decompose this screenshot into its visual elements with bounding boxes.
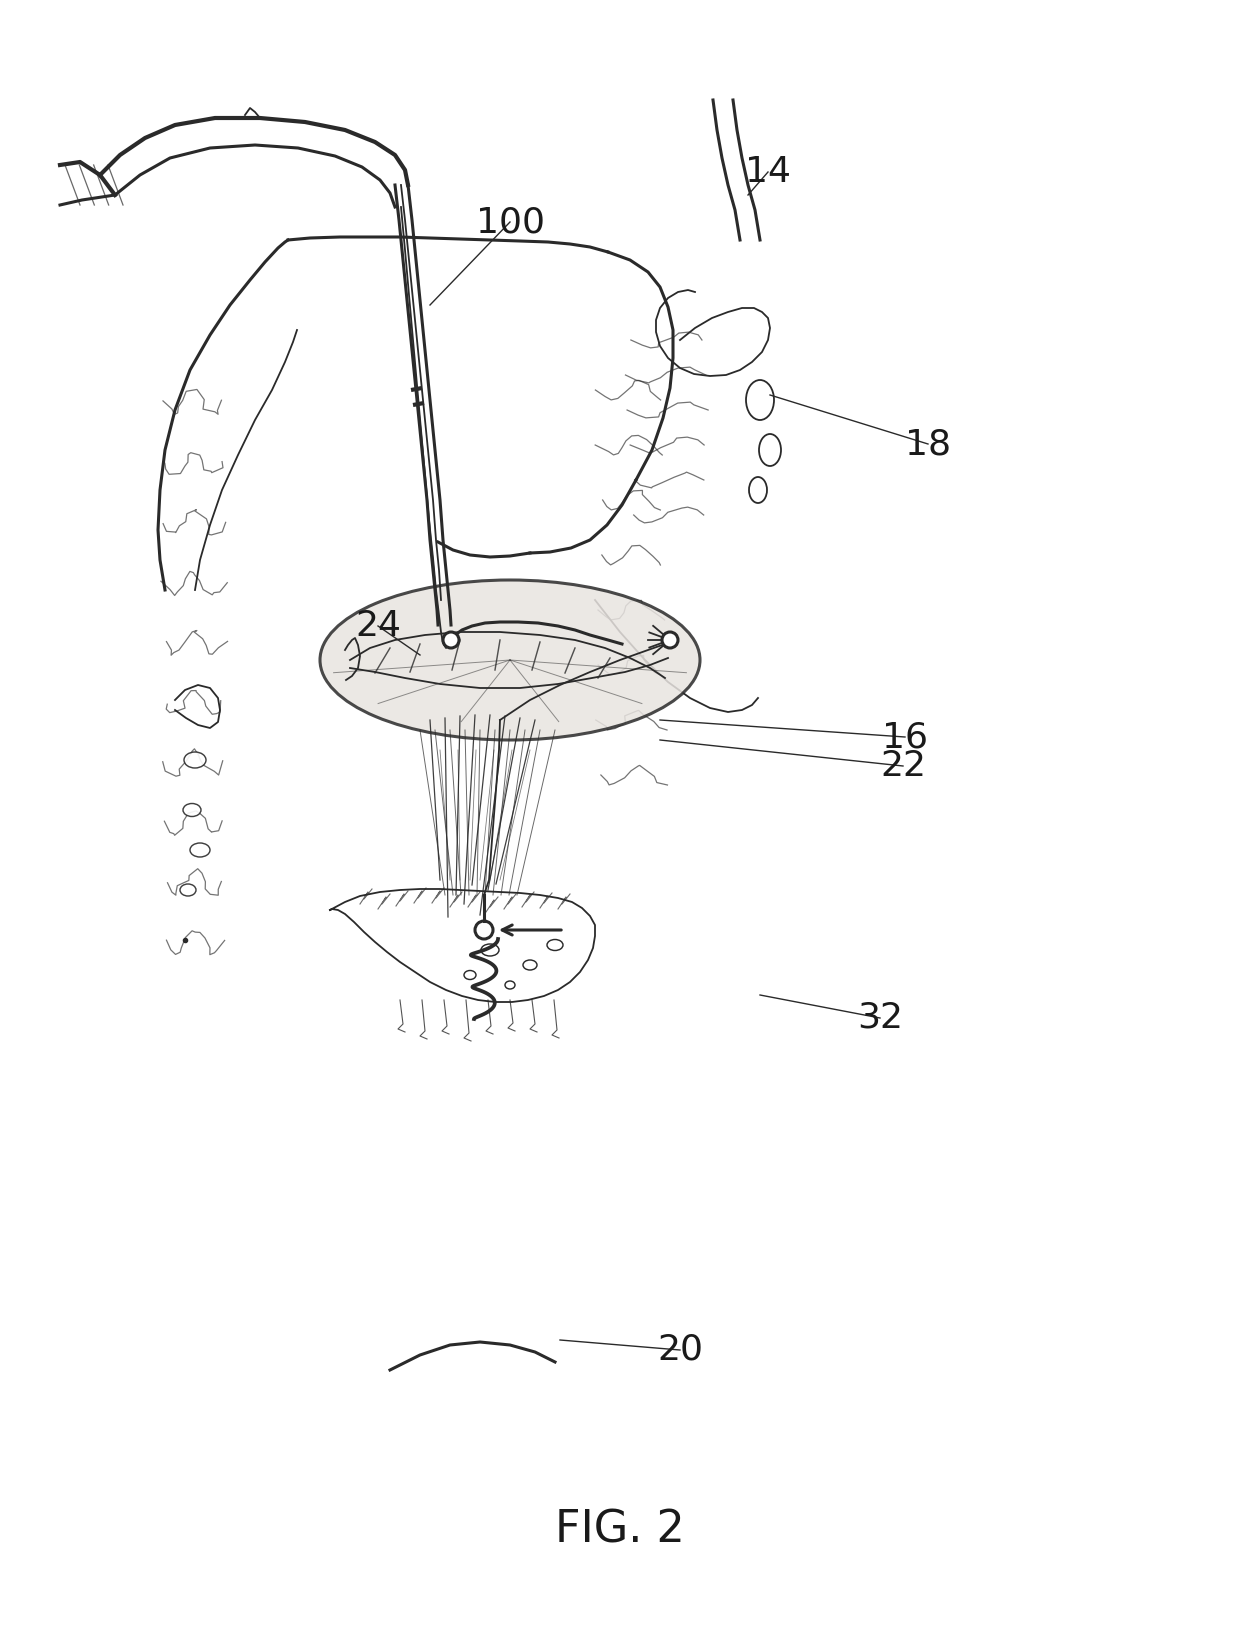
Ellipse shape [505,981,515,989]
Ellipse shape [190,843,210,858]
Text: 20: 20 [657,1333,703,1366]
Text: 14: 14 [745,155,791,189]
Text: 100: 100 [475,206,544,239]
Text: 24: 24 [355,609,401,644]
Text: 22: 22 [880,749,926,783]
Ellipse shape [749,477,768,504]
Text: 32: 32 [857,1001,903,1035]
Ellipse shape [481,945,498,956]
Ellipse shape [759,435,781,466]
Text: FIG. 2: FIG. 2 [556,1508,684,1552]
Circle shape [443,632,459,649]
Circle shape [662,632,678,649]
Ellipse shape [464,971,476,979]
Ellipse shape [746,380,774,420]
Ellipse shape [320,579,701,741]
Ellipse shape [180,884,196,895]
Text: 18: 18 [905,426,951,461]
Ellipse shape [523,960,537,969]
Ellipse shape [547,940,563,950]
Text: 16: 16 [882,719,928,754]
Ellipse shape [184,803,201,816]
Ellipse shape [184,752,206,769]
Circle shape [475,922,494,938]
